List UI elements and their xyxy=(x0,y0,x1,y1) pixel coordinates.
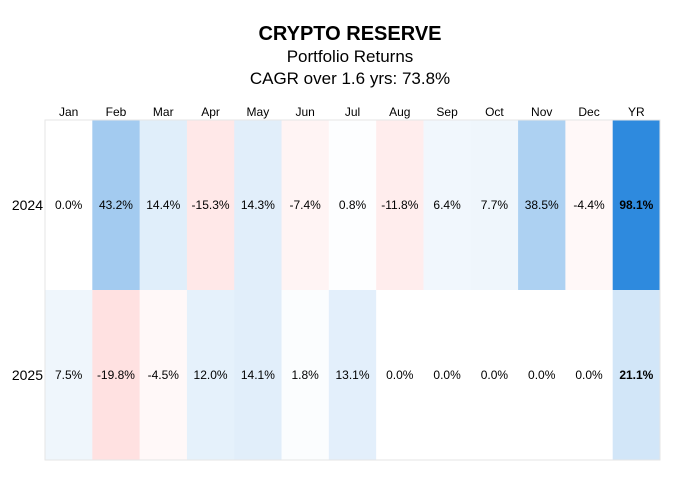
cell-label-2024-aug: -11.8% xyxy=(381,198,418,212)
month-labels: Jan Feb Mar Apr May Jun Jul Aug Sep Oct Nov Dec YR xyxy=(59,105,645,119)
cell-label-2024-oct: 7.7% xyxy=(481,198,509,212)
cell-2024-may xyxy=(234,120,283,291)
cell-label-2024-dec: -4.4% xyxy=(573,198,605,212)
cell-label-2025-jan: 7.5% xyxy=(55,368,83,382)
cell-2025-nov xyxy=(518,290,566,461)
cell-label-2024-sep: 6.4% xyxy=(433,198,461,212)
cell-2025-may xyxy=(234,290,283,461)
cell-2025-aug xyxy=(376,290,424,461)
cell-label-2024-apr: -15.3% xyxy=(192,198,230,212)
cell-label-2025-jun: 1.8% xyxy=(292,368,320,382)
heatmap-cells: 0.0% 43.2% 14.4% -15.3% 14.3% -7.4% 0.8% -11.8%… xyxy=(45,120,661,461)
cell-label-2024-feb: 43.2% xyxy=(99,198,133,212)
cell-2024-jun xyxy=(281,120,330,291)
column-label-apr: Apr xyxy=(201,105,220,119)
cell-label-2024-jun: -7.4% xyxy=(290,198,322,212)
column-label-jul: Jul xyxy=(345,105,360,119)
cell-2024-mar xyxy=(139,120,188,291)
cell-2024-sep xyxy=(423,120,472,291)
column-label-feb: Feb xyxy=(106,105,127,119)
cell-label-2024-jul: 0.8% xyxy=(339,198,367,212)
column-label-yr: YR xyxy=(628,105,645,119)
column-label-jun: Jun xyxy=(296,105,315,119)
column-label-dec: Dec xyxy=(578,105,599,119)
column-label-sep: Sep xyxy=(436,105,458,119)
cell-label-2025-jul: 13.1% xyxy=(335,368,369,382)
row-label-2025: 2025 xyxy=(12,367,43,383)
cell-label-2025-nov: 0.0% xyxy=(528,368,556,382)
chart-title: CRYPTO RESERVE xyxy=(258,23,441,45)
cell-2024-dec xyxy=(565,120,614,291)
column-label-mar: Mar xyxy=(153,105,174,119)
column-label-jan: Jan xyxy=(59,105,78,119)
cell-label-2025-dec: 0.0% xyxy=(575,368,603,382)
cell-label-2025-aug: 0.0% xyxy=(386,368,414,382)
cell-label-2025-yr: 21.1% xyxy=(619,368,653,382)
cell-2024-oct xyxy=(470,120,519,291)
heatmap-border xyxy=(44,119,661,461)
cell-2025-dec xyxy=(565,290,614,461)
cell-2025-jan xyxy=(45,290,93,461)
cell-2025-mar xyxy=(139,290,188,461)
cell-2024-feb xyxy=(92,120,141,291)
cell-2024-apr xyxy=(186,120,235,291)
cell-label-2025-feb: -19.8% xyxy=(97,368,135,382)
cell-label-2025-mar: -4.5% xyxy=(148,368,180,382)
cell-2024-yr xyxy=(612,120,661,291)
cell-2025-jul xyxy=(328,290,377,461)
year-labels: 2024 2025 xyxy=(12,197,43,383)
cell-label-2025-sep: 0.0% xyxy=(433,368,461,382)
chart-cagr-subtitle: CAGR over 1.6 yrs: 73.8% xyxy=(250,69,450,88)
column-label-aug: Aug xyxy=(389,105,410,119)
cell-label-2024-nov: 38.5% xyxy=(525,198,559,212)
column-label-nov: Nov xyxy=(531,105,552,119)
cell-label-2024-yr: 98.1% xyxy=(619,198,653,212)
row-label-2024: 2024 xyxy=(12,197,43,213)
cell-label-2024-jan: 0.0% xyxy=(55,198,83,212)
cell-2024-jul xyxy=(328,120,377,291)
cell-2025-sep xyxy=(423,290,472,461)
cell-2025-oct xyxy=(470,290,519,461)
chart-subtitle: Portfolio Returns xyxy=(287,47,414,66)
cell-2024-nov xyxy=(518,120,566,291)
cell-2025-jun xyxy=(281,290,330,461)
cell-2025-yr xyxy=(612,290,661,461)
cell-label-2025-may: 14.1% xyxy=(241,368,275,382)
cell-2024-jan xyxy=(45,120,93,291)
cell-label-2025-oct: 0.0% xyxy=(481,368,509,382)
cell-label-2024-may: 14.3% xyxy=(241,198,275,212)
cell-label-2025-apr: 12.0% xyxy=(194,368,228,382)
cell-2025-apr xyxy=(186,290,235,461)
cell-2025-feb xyxy=(92,290,141,461)
cell-2024-aug xyxy=(376,120,424,291)
column-label-oct: Oct xyxy=(485,105,504,119)
column-label-may: May xyxy=(247,105,270,119)
cell-label-2024-mar: 14.4% xyxy=(146,198,180,212)
